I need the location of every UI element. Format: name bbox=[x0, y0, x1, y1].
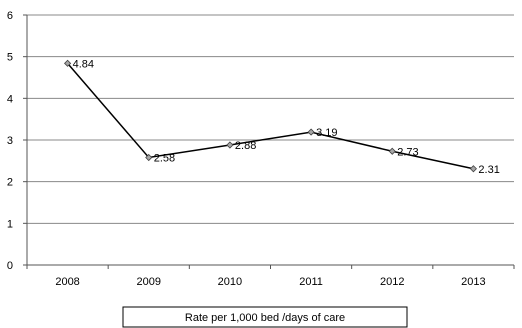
x-tick-label: 2013 bbox=[461, 276, 485, 288]
data-label: 3.19 bbox=[316, 127, 337, 139]
data-point-marker bbox=[226, 141, 234, 149]
x-tick-label: 2012 bbox=[380, 276, 404, 288]
data-point-marker bbox=[145, 153, 153, 162]
data-point-marker bbox=[469, 165, 477, 173]
series-markers bbox=[64, 59, 477, 173]
y-tick-label: 3 bbox=[7, 135, 13, 147]
y-tick-label: 6 bbox=[7, 10, 13, 22]
data-point-marker bbox=[307, 128, 315, 136]
x-tick-label: 2009 bbox=[137, 276, 161, 288]
y-tick-label: 4 bbox=[7, 93, 13, 105]
y-tick-label: 0 bbox=[7, 260, 13, 272]
data-label: 2.88 bbox=[235, 140, 256, 152]
legend: Rate per 1,000 bed /days of care bbox=[122, 306, 408, 328]
y-tick-label: 2 bbox=[7, 177, 13, 189]
data-point-marker bbox=[388, 147, 396, 155]
data-point-marker bbox=[64, 59, 72, 67]
legend-box bbox=[122, 306, 408, 328]
axes bbox=[23, 14, 515, 269]
gridlines bbox=[27, 14, 514, 224]
x-tick-label: 2011 bbox=[299, 276, 323, 288]
y-tick-labels: 0 1 2 3 4 5 6 bbox=[7, 10, 13, 272]
data-label: 2.58 bbox=[154, 153, 175, 165]
y-tick-label: 5 bbox=[7, 52, 13, 64]
x-tick-labels: 2008 2009 2010 2011 2012 2013 bbox=[55, 276, 485, 288]
series-line-path bbox=[67, 62, 474, 170]
data-labels: 4.84 2.58 2.88 3.19 2.73 2.31 bbox=[73, 58, 500, 175]
legend-label: Rate per 1,000 bed /days of care bbox=[185, 312, 345, 324]
y-tick-label: 1 bbox=[7, 218, 13, 230]
series-line bbox=[67, 62, 474, 170]
x-tick-label: 2010 bbox=[218, 276, 242, 288]
data-label: 2.73 bbox=[397, 146, 418, 158]
data-label: 2.31 bbox=[478, 164, 499, 176]
x-tick-label: 2008 bbox=[55, 276, 79, 288]
data-label: 4.84 bbox=[73, 58, 94, 70]
